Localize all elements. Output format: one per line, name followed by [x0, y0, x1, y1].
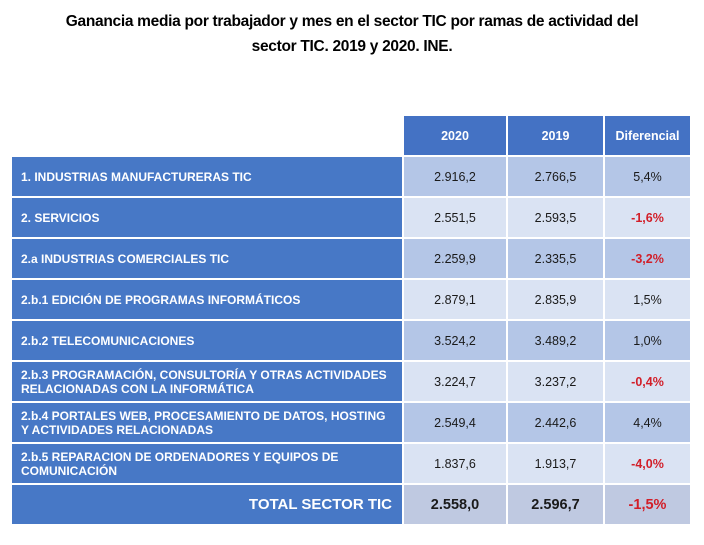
row-label: 2. SERVICIOS	[12, 198, 402, 237]
value-2020: 2.879,1	[404, 280, 506, 319]
row-label: 2.b.5 REPARACION DE ORDENADORES Y EQUIPO…	[12, 444, 402, 483]
value-2019: 3.489,2	[508, 321, 603, 360]
value-diferencial: 1,0%	[605, 321, 690, 360]
total-2020: 2.558,0	[404, 485, 506, 524]
value-diferencial: 4,4%	[605, 403, 690, 442]
total-diferencial: -1,5%	[605, 485, 690, 524]
row-label: 2.b.3 PROGRAMACIÓN, CONSULTORÍA Y OTRAS …	[12, 362, 402, 401]
value-2020: 2.549,4	[404, 403, 506, 442]
value-2019: 2.335,5	[508, 239, 603, 278]
value-diferencial: -4,0%	[605, 444, 690, 483]
row-label: 1. INDUSTRIAS MANUFACTURERAS TIC	[12, 157, 402, 196]
row-label: 2.a INDUSTRIAS COMERCIALES TIC	[12, 239, 402, 278]
value-diferencial: 5,4%	[605, 157, 690, 196]
value-2020: 3.224,7	[404, 362, 506, 401]
header-spacer	[12, 116, 402, 155]
value-2019: 2.593,5	[508, 198, 603, 237]
row-label: 2.b.1 EDICIÓN DE PROGRAMAS INFORMÁTICOS	[12, 280, 402, 319]
value-2020: 3.524,2	[404, 321, 506, 360]
row-label: 2.b.4 PORTALES WEB, PROCESAMIENTO DE DAT…	[12, 403, 402, 442]
column-header-diferencial: Diferencial	[605, 116, 690, 155]
table-title: Ganancia media por trabajador y mes en e…	[65, 13, 639, 55]
value-2020: 2.551,5	[404, 198, 506, 237]
value-2019: 2.835,9	[508, 280, 603, 319]
column-header-2020: 2020	[404, 116, 506, 155]
column-header-2019: 2019	[508, 116, 603, 155]
value-2019: 1.913,7	[508, 444, 603, 483]
value-2020: 2.259,9	[404, 239, 506, 278]
value-diferencial: 1,5%	[605, 280, 690, 319]
data-table: 2020 2019 Diferencial 1. INDUSTRIAS MANU…	[12, 116, 690, 524]
row-label: 2.b.2 TELECOMUNICACIONES	[12, 321, 402, 360]
value-diferencial: -0,4%	[605, 362, 690, 401]
total-label: TOTAL SECTOR TIC	[12, 485, 402, 524]
value-2020: 1.837,6	[404, 444, 506, 483]
value-2019: 2.766,5	[508, 157, 603, 196]
value-diferencial: -1,6%	[605, 198, 690, 237]
value-2020: 2.916,2	[404, 157, 506, 196]
value-2019: 3.237,2	[508, 362, 603, 401]
total-2019: 2.596,7	[508, 485, 603, 524]
value-diferencial: -3,2%	[605, 239, 690, 278]
value-2019: 2.442,6	[508, 403, 603, 442]
